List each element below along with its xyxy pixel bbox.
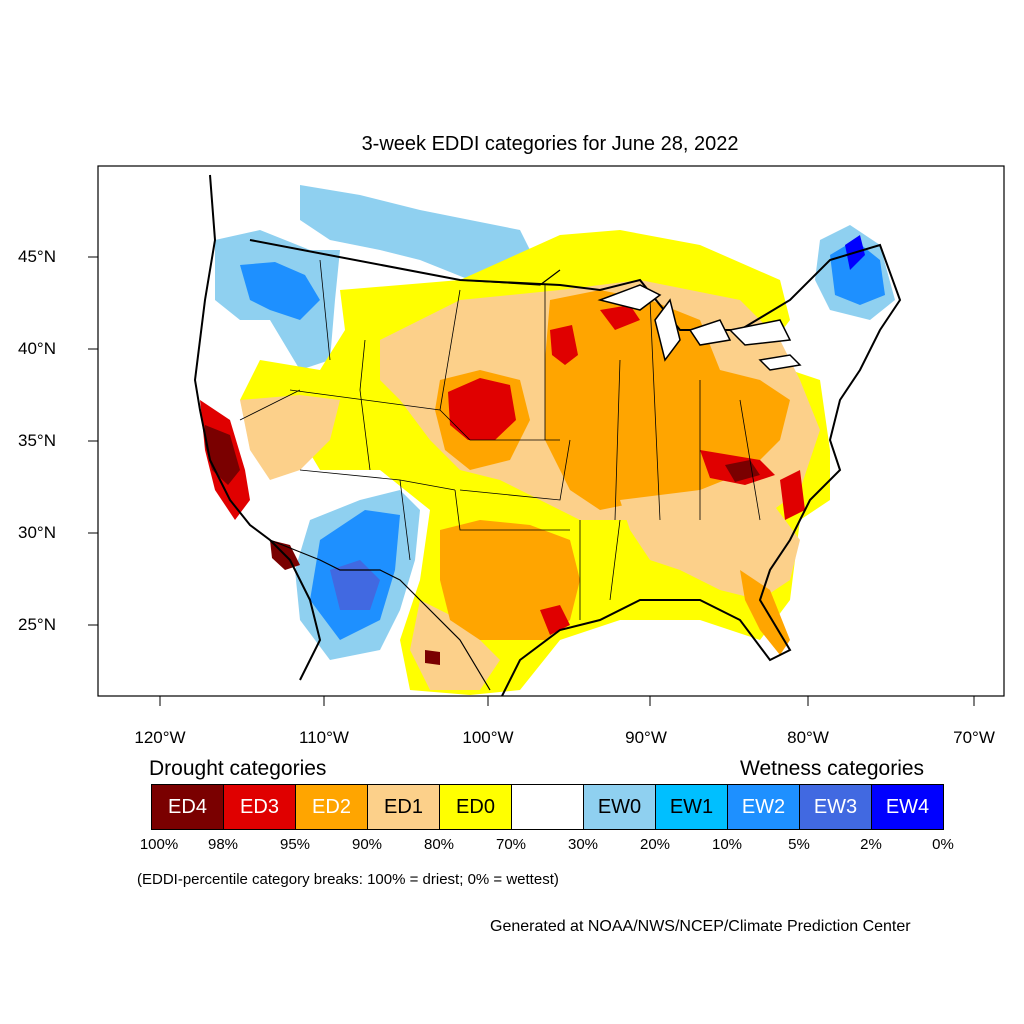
wet-region-northern-tier bbox=[300, 185, 540, 280]
legend-box-ed3: ED3 bbox=[223, 784, 296, 830]
legend-box-ew1: EW1 bbox=[655, 784, 728, 830]
legend-box-ew0: EW0 bbox=[583, 784, 656, 830]
wet-region-northwest-core bbox=[240, 262, 320, 320]
lon-label-80: 80°W bbox=[787, 728, 829, 747]
wet-region-southwest-deep bbox=[330, 560, 380, 610]
legend-box-ew3: EW3 bbox=[799, 784, 872, 830]
dry-ed4-california bbox=[205, 425, 240, 485]
dry-ed1-southwest bbox=[240, 395, 340, 480]
legend-break-label: 5% bbox=[788, 836, 810, 853]
legend-break-label: 10% bbox=[711, 836, 743, 853]
dry-ed3-great-lakes bbox=[600, 305, 640, 330]
legend-drought-heading: Drought categories bbox=[149, 757, 327, 780]
legend-box-neutral bbox=[511, 784, 584, 830]
lon-label-100: 100°W bbox=[462, 728, 514, 747]
lon-label-120: 120°W bbox=[134, 728, 186, 747]
legend-box-ew4: EW4 bbox=[871, 784, 944, 830]
lat-label-25: 25°N bbox=[18, 615, 56, 634]
legend-break-label: 30% bbox=[567, 836, 599, 853]
great-lakes bbox=[597, 284, 802, 371]
dry-ed3-central-plains bbox=[448, 378, 516, 440]
dry-ed3-carolina bbox=[780, 470, 805, 520]
map-title: 3-week EDDI categories for June 28, 2022 bbox=[361, 133, 739, 155]
dry-ed3-dakota bbox=[550, 325, 578, 365]
map-frame bbox=[97, 165, 1005, 697]
mexico-border bbox=[269, 539, 491, 691]
canada-border bbox=[249, 239, 561, 286]
legend-box-ed4: ED4 bbox=[151, 784, 224, 830]
dry-ed2-southeast bbox=[620, 490, 800, 600]
legend-break-label: 2% bbox=[860, 836, 882, 853]
legend-break-label: 70% bbox=[495, 836, 527, 853]
lat-label-45: 45°N bbox=[18, 247, 56, 266]
lat-label-40: 40°N bbox=[18, 339, 56, 358]
lon-label-110: 110°W bbox=[299, 728, 349, 747]
lat-ticks bbox=[88, 256, 98, 626]
lon-label-90: 90°W bbox=[625, 728, 667, 747]
legend-break-label: 90% bbox=[351, 836, 383, 853]
legend-break-label: 20% bbox=[639, 836, 671, 853]
dry-ed3-texas-gulf bbox=[540, 605, 570, 635]
legend-box-ed0: ED0 bbox=[439, 784, 512, 830]
lat-label-35: 35°N bbox=[18, 431, 56, 450]
lon-label-70: 70°W bbox=[953, 728, 995, 747]
legend-box-ed2: ED2 bbox=[295, 784, 368, 830]
category-breaks-note: (EDDI-percentile category breaks: 100% =… bbox=[137, 871, 559, 888]
lat-label-30: 30°N bbox=[18, 523, 56, 542]
dry-ed2-florida bbox=[740, 570, 790, 655]
legend-color-bar: ED4 ED3 ED2 ED1 ED0 EW0 EW1 EW2 EW3 EW4 bbox=[151, 784, 944, 830]
lon-ticks bbox=[159, 696, 975, 706]
legend-break-label: 98% bbox=[207, 836, 239, 853]
legend-break-label: 80% bbox=[423, 836, 455, 853]
legend-break-label: 95% bbox=[279, 836, 311, 853]
legend-break-label: 0% bbox=[932, 836, 954, 853]
credit-line: Generated at NOAA/NWS/NCEP/Climate Predi… bbox=[490, 918, 911, 935]
state-lines bbox=[239, 259, 761, 620]
legend-box-ed1: ED1 bbox=[367, 784, 440, 830]
legend-break-label: 100% bbox=[139, 836, 179, 853]
legend-wetness-heading: Wetness categories bbox=[740, 757, 925, 780]
legend-box-ew2: EW2 bbox=[727, 784, 800, 830]
legend-breaks: 100% 98% 95% 90% 80% 70% 30% 20% 10% 5% 2% 0% bbox=[0, 836, 1024, 856]
dry-ed1-texas bbox=[410, 600, 500, 690]
dry-ed4-texas bbox=[425, 650, 440, 665]
